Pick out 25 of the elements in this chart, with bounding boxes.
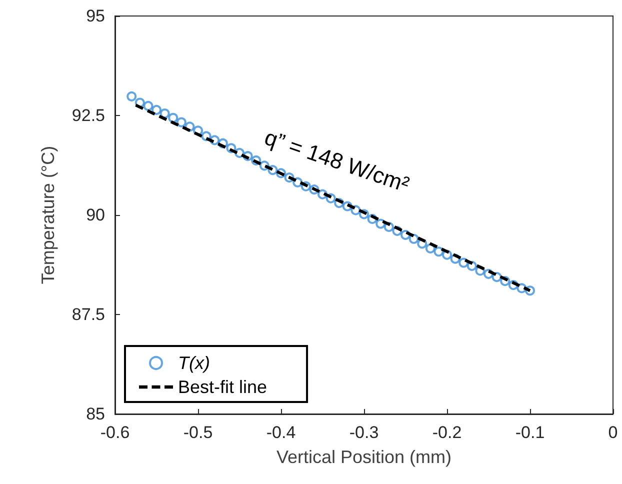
y-tick-label: 87.5 bbox=[72, 305, 105, 324]
legend-label: Best-fit line bbox=[178, 377, 268, 397]
annotation: q” = 148 W/cm² bbox=[262, 124, 412, 198]
y-axis-title: Temperature (°C) bbox=[38, 146, 58, 284]
y-tick-label: 92.5 bbox=[72, 106, 105, 125]
x-tick-label: -0.1 bbox=[515, 423, 545, 442]
point bbox=[152, 104, 162, 115]
x-tick-label: -0.6 bbox=[100, 423, 130, 442]
x-tick-label: -0.2 bbox=[432, 423, 462, 442]
legend-label: T(x) bbox=[178, 353, 210, 373]
point bbox=[408, 234, 419, 244]
x-tick-label: -0.5 bbox=[183, 423, 213, 442]
x-tick-label: 0 bbox=[608, 423, 618, 442]
point bbox=[434, 246, 444, 257]
y-tick-label: 85 bbox=[86, 404, 105, 424]
y-tick-label: 95 bbox=[86, 6, 105, 26]
y-tick-label: 90 bbox=[86, 206, 105, 224]
x-axis-title: Vertical Position (mm) bbox=[276, 447, 452, 467]
point bbox=[168, 112, 178, 123]
x-tick-label: -0.3 bbox=[349, 423, 379, 442]
x-tick-label: -0.4 bbox=[266, 423, 296, 442]
point bbox=[126, 91, 137, 102]
point bbox=[143, 100, 154, 111]
point bbox=[176, 117, 186, 128]
point bbox=[160, 108, 170, 119]
